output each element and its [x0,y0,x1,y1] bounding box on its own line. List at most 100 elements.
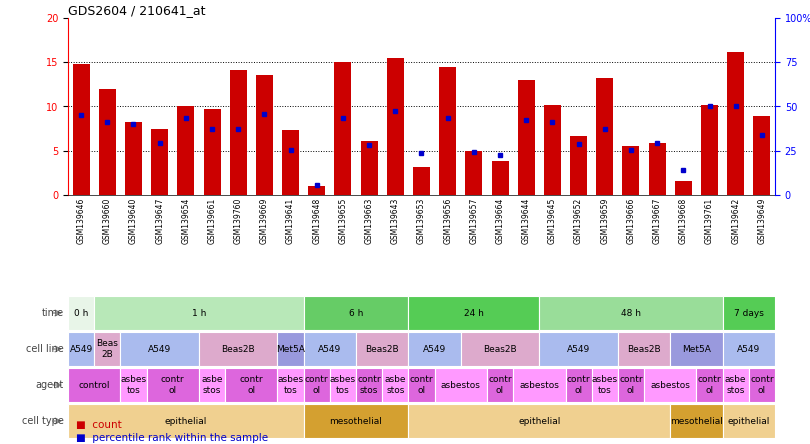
Bar [256,75,273,195]
Text: GSM139640: GSM139640 [129,198,138,244]
Text: Met5A: Met5A [276,345,305,353]
Text: contr
ol: contr ol [488,375,512,395]
Bar [177,107,194,195]
Bar [618,368,644,402]
Bar [591,368,618,402]
Bar [723,332,775,366]
Bar [492,161,509,195]
Text: A549: A549 [70,345,92,353]
Text: GSM139641: GSM139641 [286,198,295,244]
Bar [723,368,748,402]
Bar [622,147,639,195]
Text: GDS2604 / 210641_at: GDS2604 / 210641_at [68,4,206,17]
Bar [670,332,723,366]
Text: GSM139647: GSM139647 [156,198,164,244]
Bar [225,368,278,402]
Text: ■  percentile rank within the sample: ■ percentile rank within the sample [76,433,268,443]
Text: GSM139663: GSM139663 [364,198,373,244]
Text: asbes
tos: asbes tos [330,375,356,395]
Text: GSM139666: GSM139666 [626,198,636,244]
Bar [466,151,483,195]
Bar [121,332,199,366]
Text: GSM139657: GSM139657 [469,198,479,244]
Bar [125,122,142,195]
Bar [68,368,121,402]
Bar [356,368,382,402]
Text: GSM139760: GSM139760 [234,198,243,244]
Text: Beas2B: Beas2B [221,345,255,353]
Bar [203,109,220,195]
Text: cell type: cell type [22,416,64,426]
Text: 7 days: 7 days [734,309,764,317]
Text: GSM139649: GSM139649 [757,198,766,244]
Bar [644,368,697,402]
Bar [382,368,408,402]
Text: epithelial: epithelial [727,416,770,425]
Text: epithelial: epithelial [518,416,561,425]
Text: A549: A549 [318,345,342,353]
Text: cell line: cell line [26,344,64,354]
Text: GSM139655: GSM139655 [339,198,347,244]
Bar [73,64,90,195]
Bar [701,105,718,195]
Text: 6 h: 6 h [349,309,363,317]
Bar [544,105,561,195]
Bar [99,89,116,195]
Text: 0 h: 0 h [74,309,88,317]
Text: epithelial: epithelial [164,416,207,425]
Text: GSM139660: GSM139660 [103,198,112,244]
Bar [304,404,408,438]
Bar [408,296,539,330]
Bar [304,296,408,330]
Text: GSM139653: GSM139653 [417,198,426,244]
Bar [618,332,670,366]
Text: asbestos: asbestos [519,381,559,389]
Text: Beas2B: Beas2B [484,345,517,353]
Bar [304,332,356,366]
Text: GSM139643: GSM139643 [390,198,400,244]
Bar [408,332,461,366]
Text: GSM139761: GSM139761 [705,198,714,244]
Text: asbe
stos: asbe stos [725,375,747,395]
Text: GSM139664: GSM139664 [496,198,505,244]
Text: 1 h: 1 h [192,309,206,317]
Bar [309,186,326,195]
Text: A549: A549 [423,345,446,353]
Text: contr
ol: contr ol [410,375,433,395]
Bar [360,141,377,195]
Text: contr
ol: contr ol [305,375,329,395]
Text: 24 h: 24 h [464,309,484,317]
Text: Beas2B: Beas2B [627,345,661,353]
Text: contr
ol: contr ol [567,375,590,395]
Text: Beas2B: Beas2B [365,345,399,353]
Text: mesothelial: mesothelial [670,416,723,425]
Text: time: time [42,308,64,318]
Bar [68,404,304,438]
Bar [278,368,304,402]
Text: contr
ol: contr ol [750,375,774,395]
Text: GSM139669: GSM139669 [260,198,269,244]
Text: GSM139656: GSM139656 [443,198,452,244]
Bar [408,404,670,438]
Text: GSM139648: GSM139648 [313,198,322,244]
Bar [675,181,692,195]
Bar [723,404,775,438]
Text: A549: A549 [737,345,761,353]
Bar [753,116,770,195]
Bar [727,52,744,195]
Text: A549: A549 [567,345,590,353]
Text: asbestos: asbestos [441,381,480,389]
Text: GSM139642: GSM139642 [731,198,740,244]
Text: asbe
stos: asbe stos [201,375,223,395]
Bar [487,368,514,402]
Bar [748,368,775,402]
Text: contr
ol: contr ol [697,375,722,395]
Bar [304,368,330,402]
Bar [413,166,430,195]
Bar [94,296,304,330]
Text: GSM139654: GSM139654 [181,198,190,244]
Text: GSM139645: GSM139645 [548,198,557,244]
Bar [649,143,666,195]
Bar [230,70,247,195]
Bar [539,332,618,366]
